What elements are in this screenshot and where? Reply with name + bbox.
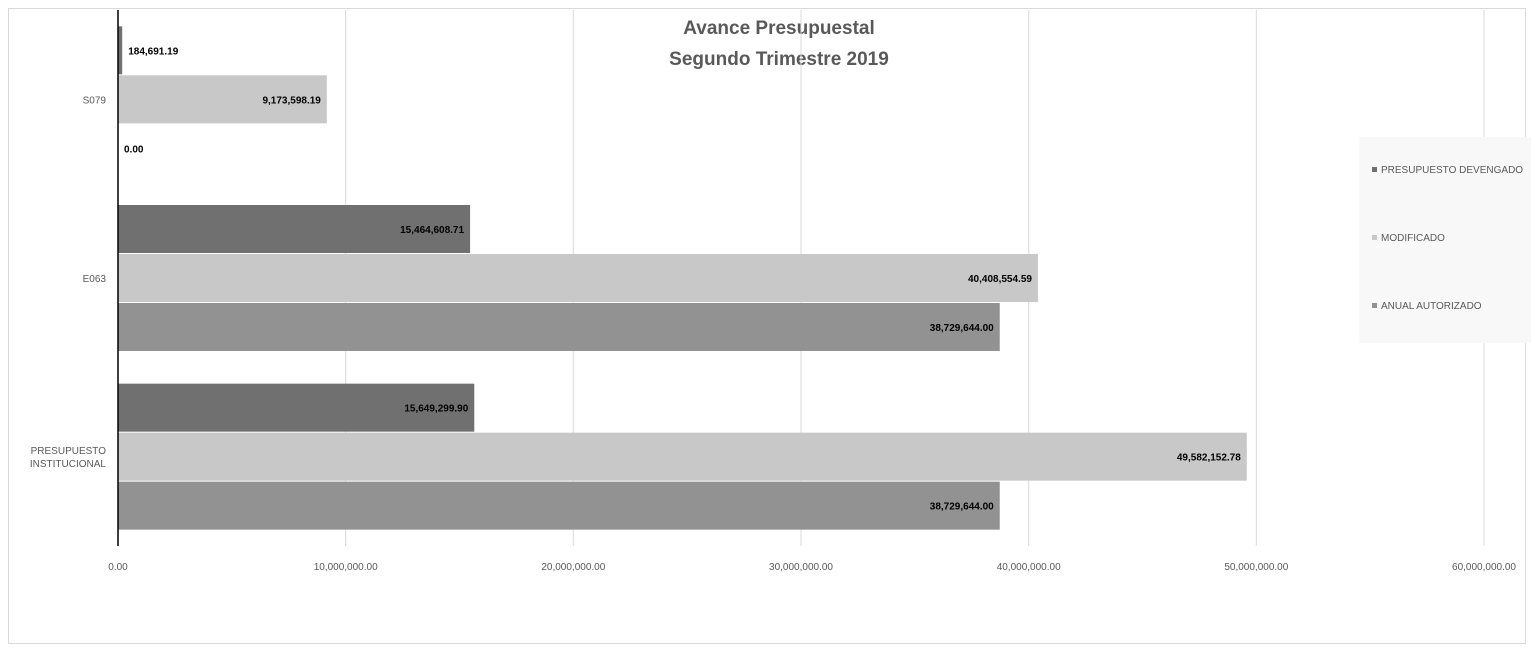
data-label-s079-anual-autorizado: 0.00 xyxy=(124,144,144,155)
axes: 0.00 10,000,000.00 20,000,000.00 30,000,000… xyxy=(30,10,1516,573)
legend-label-modificado[interactable]: MODIFICADO xyxy=(1381,233,1445,244)
data-label-s079-devengado: 184,691.19 xyxy=(128,46,178,57)
legend-label-anual-autorizado[interactable]: ANUAL AUTORIZADO xyxy=(1381,301,1482,312)
bar-presupuesto-institucional-modificado xyxy=(118,432,1247,481)
data-label-presupuesto-institucional-modificado: 49,582,152.78 xyxy=(1177,453,1241,464)
legend[interactable]: PRESUPUESTO DEVENGADO MODIFICADO ANUAL AUT… xyxy=(1359,137,1531,343)
legend-box xyxy=(1359,137,1531,343)
legend-swatch-anual-autorizado xyxy=(1372,303,1377,308)
bar-e063-modificado xyxy=(118,254,1038,302)
bar-s079-devengado xyxy=(118,26,123,75)
legend-swatch-devengado xyxy=(1372,167,1377,172)
chart-title-line-1: Avance Presupuestal xyxy=(683,18,875,39)
data-label-e063-anual-autorizado: 38,729,644.00 xyxy=(930,323,994,334)
data-label-s079-modificado: 9,173,598.19 xyxy=(262,95,321,106)
data-label-e063-modificado: 40,408,554.59 xyxy=(968,274,1032,285)
legend-swatch-modificado xyxy=(1372,235,1377,240)
x-tick-label: 40,000,000.00 xyxy=(997,562,1061,573)
x-tick-label: 30,000,000.00 xyxy=(769,562,833,573)
legend-label-devengado[interactable]: PRESUPUESTO DEVENGADO xyxy=(1381,165,1523,176)
x-tick-label: 60,000,000.00 xyxy=(1452,562,1516,573)
bar-s079-modificado xyxy=(118,75,327,124)
chart-title-line-2: Segundo Trimestre 2019 xyxy=(669,49,889,70)
bar-presupuesto-institucional-devengado xyxy=(118,383,475,432)
bars xyxy=(118,26,1247,530)
category-label-presupuesto-institucional: PRESUPUESTO INSTITUCIONAL xyxy=(30,446,107,470)
x-tick-label: 20,000,000.00 xyxy=(541,562,605,573)
bar-e063-anual-autorizado xyxy=(118,303,1000,351)
category-label-s079: S079 xyxy=(83,95,107,106)
x-tick-label: 10,000,000.00 xyxy=(314,562,378,573)
bar-presupuesto-institucional-anual-autorizado xyxy=(118,481,1000,530)
data-label-presupuesto-institucional-anual-autorizado: 38,729,644.00 xyxy=(930,502,994,513)
bar-e063-devengado xyxy=(118,205,471,253)
x-tick-label: 50,000,000.00 xyxy=(1224,562,1288,573)
data-label-presupuesto-institucional-devengado: 15,649,299.90 xyxy=(404,404,468,415)
category-label-e063: E063 xyxy=(83,274,107,285)
data-labels: 184,691.19 9,173,598.19 0.00 15,464,608.71 4… xyxy=(124,46,1241,512)
x-tick-label: 0.00 xyxy=(108,562,128,573)
chart-title: Avance Presupuestal Segundo Trimestre 20… xyxy=(669,18,889,70)
data-label-e063-devengado: 15,464,608.71 xyxy=(400,225,464,236)
